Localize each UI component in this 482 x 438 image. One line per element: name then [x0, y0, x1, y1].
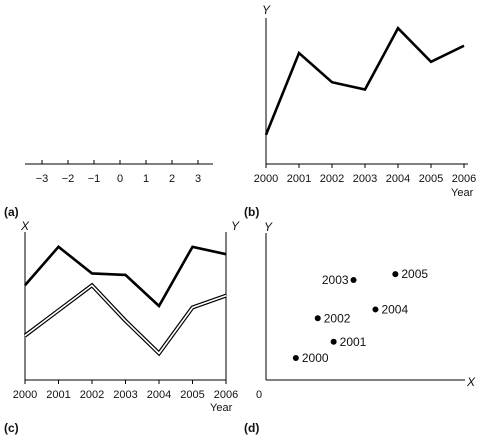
panel-a-tick-label: −2	[62, 173, 75, 185]
panel-c-label: (c)	[4, 421, 19, 435]
panel-b-series-line	[264, 26, 465, 136]
panel-a: −3 −2 −1 0 1 2 3 (a)	[4, 160, 213, 219]
panel-d-origin-label: 0	[256, 389, 262, 401]
panel-d-point	[314, 315, 321, 322]
panel-d-point-label: 2005	[401, 267, 428, 281]
panel-d: Y X 0 2000 2001 2002 2003 2004 2005 (d)	[244, 220, 476, 435]
panel-d-x-axis-title: X	[466, 375, 476, 389]
panel-a-tick-label: 0	[117, 173, 123, 185]
panel-d-y-axis-title: Y	[264, 220, 273, 234]
panel-c-x-axis-title: Year	[210, 402, 233, 414]
panel-b-x-axis-title: Year	[451, 187, 474, 199]
panel-b-label: (b)	[244, 205, 259, 219]
panel-b: Y Year 2000 2001 2002 2003 2004 2005 2006 (b)	[244, 3, 476, 219]
panel-c-tick-label: 2003	[113, 389, 137, 401]
panel-b-tick-label: 2005	[419, 173, 443, 185]
panel-c-left-axis-title: X	[20, 219, 30, 233]
panel-d-point-label: 2000	[302, 351, 329, 365]
panel-d-point-label: 2003	[322, 273, 349, 287]
panel-a-label: (a)	[4, 205, 19, 219]
panel-c-y-series-inner	[24, 284, 227, 355]
panel-a-tick-label: −3	[36, 173, 49, 185]
panel-b-y-axis-title: Y	[262, 3, 271, 17]
panel-d-point	[372, 306, 379, 313]
panel-b-tick-label: 2000	[254, 173, 278, 185]
panel-a-ticks: −3 −2 −1 0 1 2 3	[36, 160, 201, 185]
panel-a-tick-label: −1	[88, 173, 101, 185]
panel-b-tick-label: 2003	[353, 173, 377, 185]
panel-d-point-label: 2002	[324, 311, 351, 325]
panel-b-tick-label: 2004	[386, 173, 410, 185]
panel-b-tick-label: 2002	[320, 173, 344, 185]
panel-a-tick-label: 2	[169, 173, 175, 185]
panel-c-lines	[23, 245, 227, 357]
panel-b-tick-label: 2001	[287, 173, 311, 185]
panel-c-tick-label: 2005	[180, 389, 204, 401]
panel-d-points: 2000 2001 2002 2003 2004 2005	[292, 267, 428, 365]
panel-d-point-label: 2001	[340, 335, 367, 349]
panel-c: X Y Year 2000 2001 2002 2003 2004 2005 2006 (c…	[4, 219, 240, 435]
panel-c-ticks: 2000 2001 2002 2003 2004 2005 2006	[13, 380, 238, 401]
panel-a-tick-label: 3	[195, 173, 201, 185]
panel-b-ticks: 2000 2001 2002 2003 2004 2005 2006	[254, 164, 476, 185]
panel-c-tick-label: 2002	[80, 389, 104, 401]
panel-c-y-series-outer	[23, 282, 227, 357]
panel-b-tick-label: 2006	[452, 173, 476, 185]
panel-b-lines	[264, 26, 465, 136]
panel-d-point	[330, 338, 337, 345]
panel-c-tick-label: 2001	[46, 389, 70, 401]
panel-c-tick-label: 2004	[147, 389, 171, 401]
panel-c-x-series-line	[24, 245, 227, 309]
panel-d-point-label: 2004	[381, 302, 408, 316]
panel-c-tick-label: 2006	[214, 389, 238, 401]
panel-d-point	[350, 277, 357, 284]
panel-d-point	[292, 354, 299, 361]
panel-d-point	[392, 271, 399, 278]
panel-a-tick-label: 1	[143, 173, 149, 185]
panel-d-label: (d)	[244, 421, 259, 435]
panel-c-right-axis-title: Y	[231, 219, 240, 233]
panel-c-tick-label: 2000	[13, 389, 37, 401]
